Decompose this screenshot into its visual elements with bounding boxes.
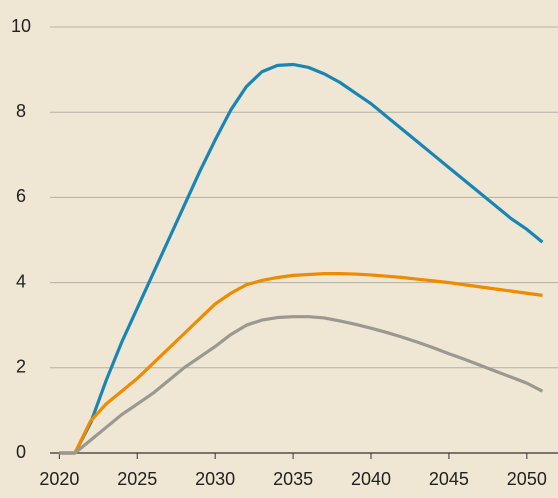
x-tick-label: 2050 xyxy=(507,469,547,489)
y-tick-label: 8 xyxy=(16,101,26,121)
x-tick-label: 2035 xyxy=(273,469,313,489)
series-line xyxy=(59,315,544,455)
y-tick-label: 4 xyxy=(16,271,26,291)
x-tick-label: 2040 xyxy=(351,469,391,489)
x-tick-label: 2045 xyxy=(429,469,469,489)
x-tick-label: 2020 xyxy=(39,469,79,489)
x-tick-label: 2030 xyxy=(195,469,235,489)
y-tick-label: 0 xyxy=(16,442,26,462)
x-tick-label: 2025 xyxy=(117,469,157,489)
y-tick-label: 10 xyxy=(11,16,31,36)
series-line xyxy=(59,62,544,455)
series-line xyxy=(59,272,543,455)
y-tick-label: 2 xyxy=(16,357,26,377)
y-tick-label: 6 xyxy=(16,186,26,206)
